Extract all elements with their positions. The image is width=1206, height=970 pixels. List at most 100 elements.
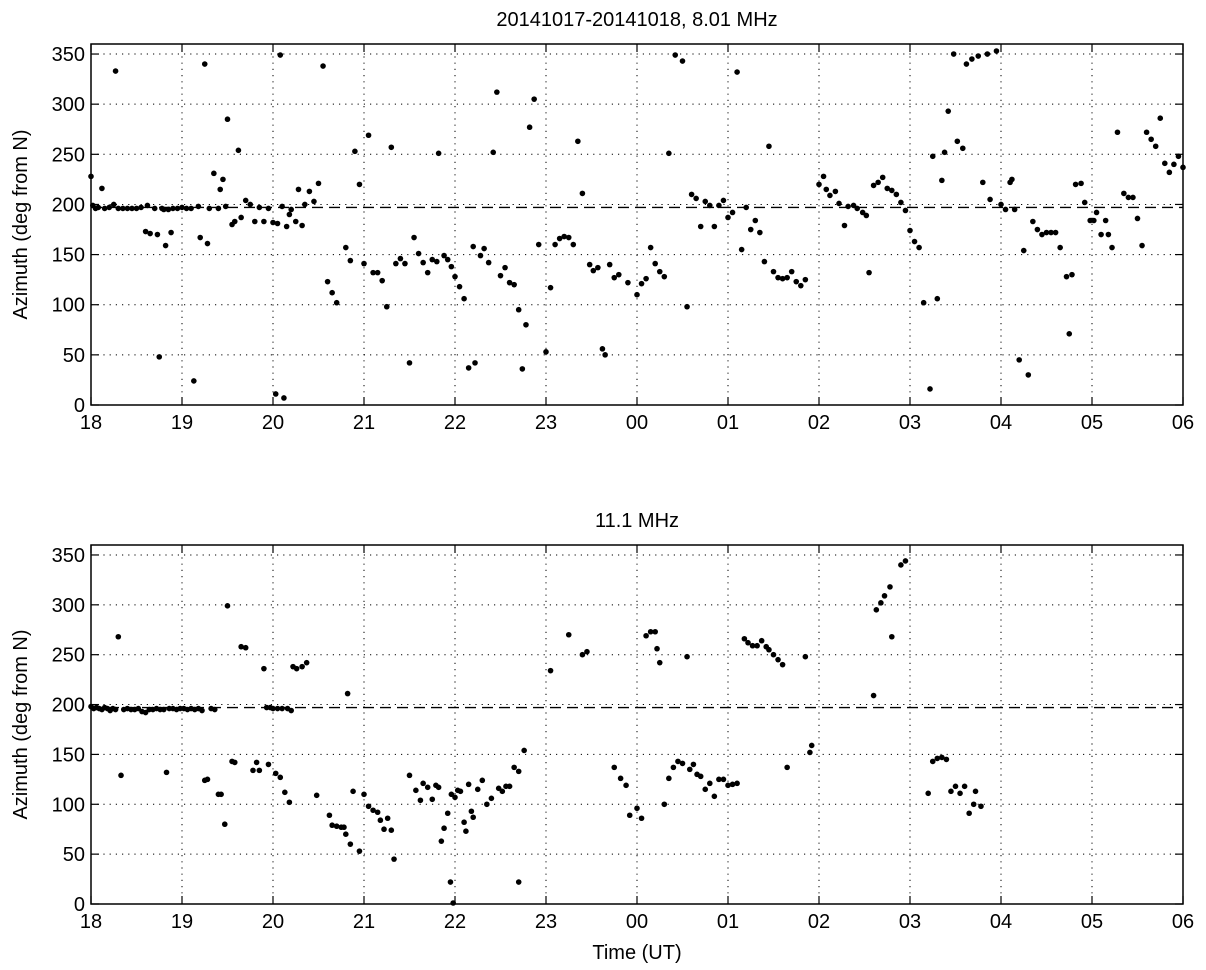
- data-point: [970, 801, 977, 808]
- data-point: [206, 205, 213, 212]
- data-point: [647, 244, 654, 251]
- data-point: [741, 635, 748, 642]
- data-point: [1139, 242, 1145, 249]
- data-point: [151, 205, 158, 212]
- data-point: [652, 260, 658, 267]
- x-tick-label: 02: [808, 412, 830, 434]
- data-point: [889, 633, 895, 640]
- data-point: [929, 758, 936, 765]
- data-point: [1078, 180, 1084, 187]
- x-tick-label: 22: [444, 911, 466, 933]
- data-point: [474, 786, 481, 793]
- data-point: [1121, 190, 1127, 197]
- y-tick-label: 250: [52, 144, 85, 166]
- data-point: [333, 299, 340, 306]
- data-point: [250, 767, 256, 774]
- data-point: [1091, 217, 1097, 224]
- data-point: [884, 185, 891, 192]
- data-point: [523, 321, 529, 328]
- data-point: [441, 252, 447, 259]
- data-point: [1069, 271, 1075, 278]
- data-point: [515, 768, 522, 775]
- data-point: [661, 801, 668, 808]
- data-point: [1105, 231, 1112, 238]
- data-point: [584, 648, 590, 655]
- data-point: [747, 226, 754, 233]
- data-point: [1048, 229, 1054, 236]
- data-point: [889, 187, 895, 194]
- data-point: [329, 289, 335, 296]
- y-tick-label: 150: [52, 744, 85, 766]
- data-point: [485, 259, 492, 266]
- data-point: [729, 209, 736, 216]
- data-point: [916, 244, 922, 251]
- data-point: [429, 796, 436, 803]
- data-point: [766, 143, 772, 150]
- data-point: [511, 281, 517, 288]
- data-point: [329, 822, 335, 829]
- data-point: [211, 170, 217, 177]
- data-point: [402, 260, 408, 267]
- data-point: [465, 365, 472, 371]
- data-point: [112, 706, 119, 713]
- data-point: [590, 267, 597, 274]
- data-point: [365, 132, 372, 139]
- data-point: [666, 150, 672, 157]
- data-point: [697, 223, 704, 230]
- data-point: [927, 386, 933, 392]
- data-point: [766, 646, 772, 653]
- data-point: [481, 245, 487, 252]
- data-point: [887, 584, 893, 590]
- data-point: [1030, 218, 1036, 225]
- y-tick-label: 300: [52, 94, 85, 116]
- data-point: [1043, 229, 1050, 236]
- data-point: [429, 256, 436, 263]
- chart-title: 20141017-20141018, 8.01 MHz: [496, 9, 777, 31]
- data-point: [295, 186, 302, 193]
- data-point: [506, 279, 513, 286]
- data-point: [238, 643, 244, 650]
- data-point: [911, 238, 918, 245]
- data-point: [511, 764, 517, 771]
- data-point: [845, 203, 851, 210]
- data-point: [204, 240, 211, 247]
- data-point: [761, 258, 768, 265]
- data-point: [793, 278, 800, 285]
- data-point: [118, 772, 124, 779]
- data-point: [441, 825, 447, 832]
- data-point: [479, 777, 486, 784]
- data-point: [138, 204, 144, 211]
- data-point: [356, 848, 363, 854]
- data-point: [625, 279, 631, 286]
- data-point: [183, 205, 190, 212]
- data-point: [907, 227, 913, 234]
- data-point: [1052, 229, 1059, 236]
- data-point: [866, 269, 872, 276]
- data-point: [929, 153, 936, 160]
- data-point: [684, 653, 690, 660]
- data-point: [652, 628, 658, 635]
- data-point: [406, 360, 413, 366]
- data-point: [447, 879, 454, 885]
- x-tick-label: 01: [717, 412, 739, 434]
- data-point: [878, 600, 884, 606]
- data-point: [893, 191, 900, 198]
- data-point: [356, 181, 363, 188]
- data-point: [270, 219, 276, 226]
- data-point: [1098, 231, 1104, 238]
- data-point: [161, 706, 167, 713]
- data-point: [702, 198, 709, 205]
- data-point: [448, 263, 455, 270]
- data-point: [497, 272, 504, 279]
- data-point: [277, 52, 284, 58]
- data-point: [788, 268, 795, 275]
- data-point: [444, 810, 451, 817]
- data-point: [315, 180, 322, 187]
- data-point: [256, 767, 263, 774]
- data-point: [352, 148, 358, 155]
- data-point: [320, 63, 326, 69]
- data-point: [934, 295, 941, 302]
- data-point: [201, 61, 208, 67]
- data-point: [461, 819, 467, 826]
- data-point: [450, 900, 456, 906]
